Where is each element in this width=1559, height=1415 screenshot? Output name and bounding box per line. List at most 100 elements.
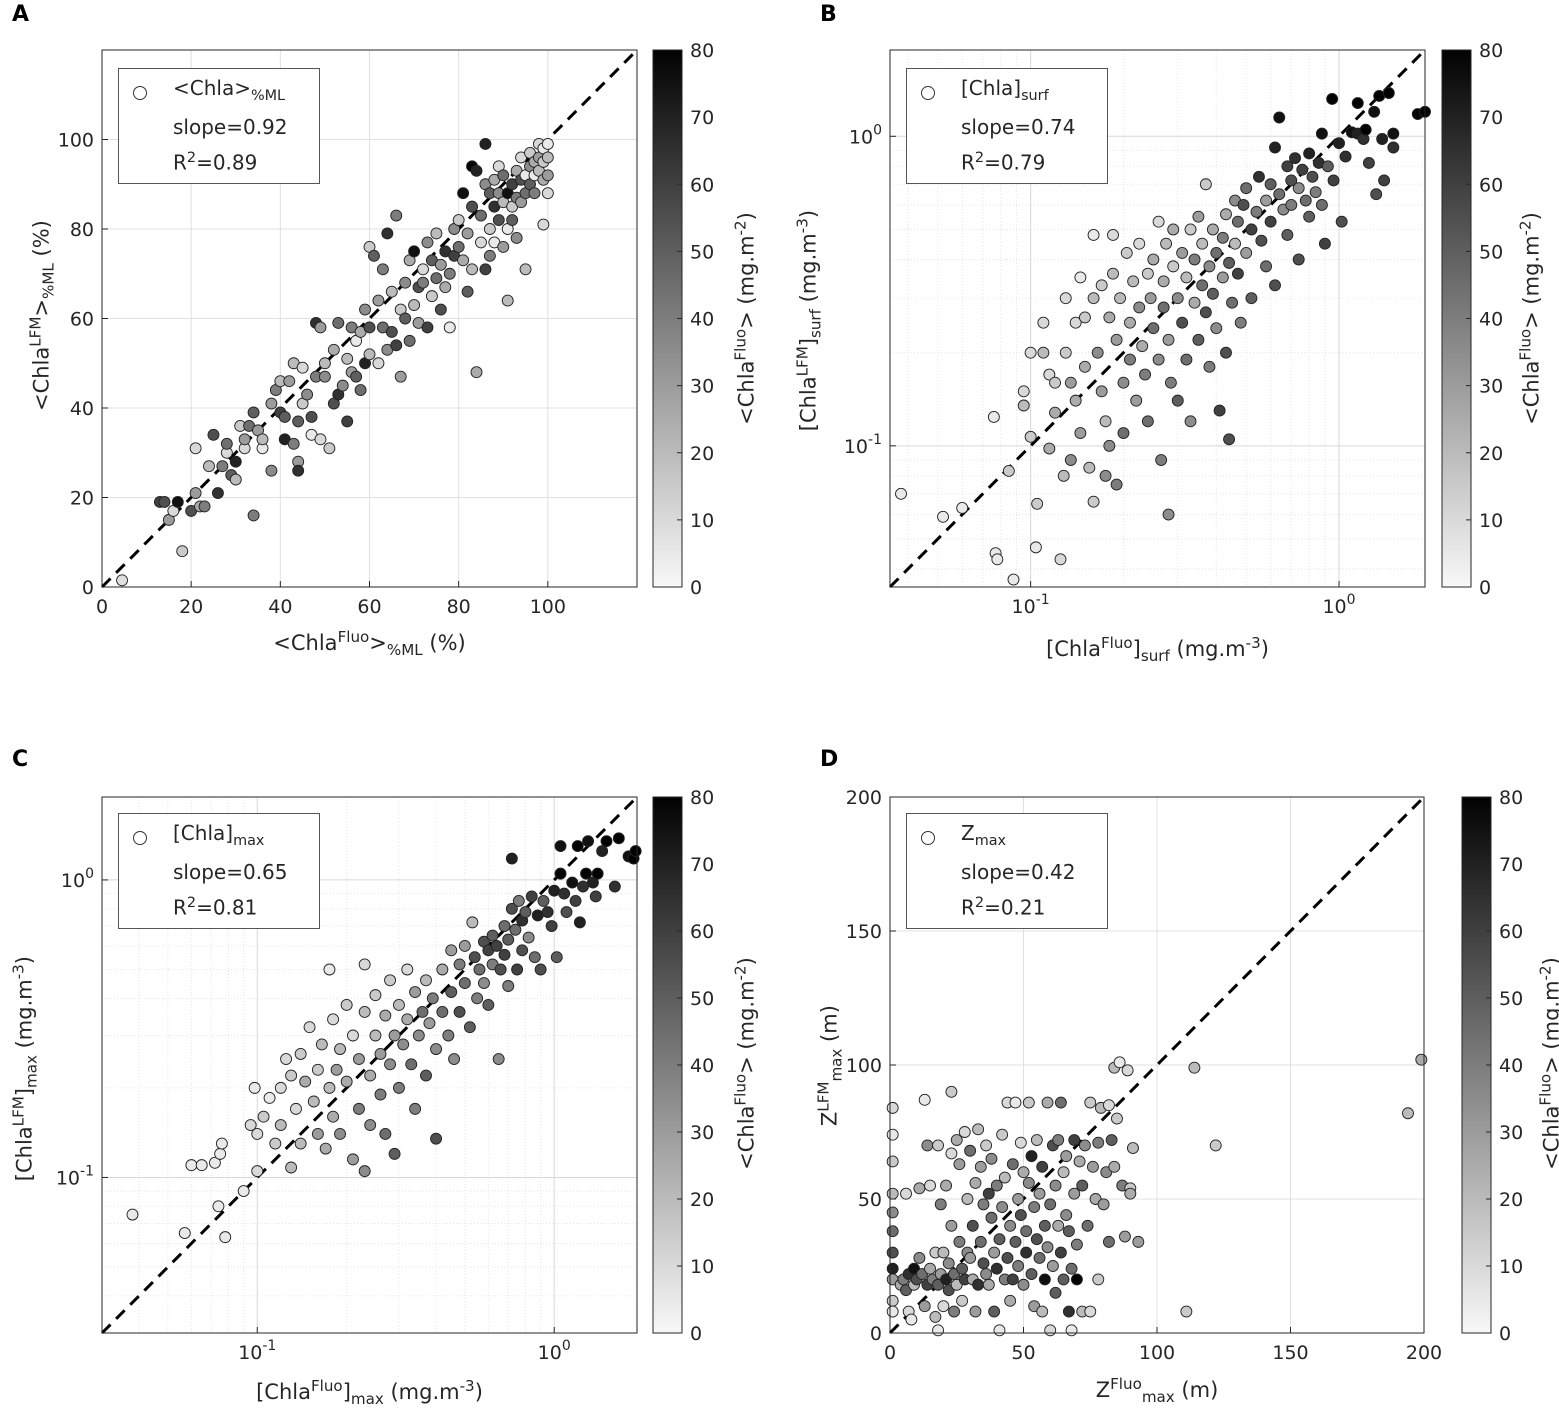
data-point [1086,1160,1099,1173]
data-point [323,442,336,455]
colorbar-tick-label: 70 [690,854,714,876]
colorbar-tick-label: 30 [1499,1122,1523,1144]
data-point [421,236,434,249]
data-point [336,379,349,392]
data-point [1025,1268,1038,1280]
data-point [1152,215,1165,228]
data-point [216,460,229,473]
legend-slope: slope=0.92 [173,115,288,139]
data-point [1054,553,1067,566]
data-point [479,138,492,150]
x-tick-label: 60 [357,596,381,618]
data-point [1229,237,1241,250]
legend-series-name: Zmax [961,821,1007,849]
data-point [534,963,547,976]
data-point [1087,495,1100,508]
scatter-chart-d: 0 50 100 150 200 0 50 100 150 200 0 10 20 30 40 50 60 70 8… [846,787,1523,1364]
data-point [445,986,458,998]
data-point [1127,275,1140,288]
data-point [1038,1219,1051,1232]
data-point [505,902,518,915]
data-point [1037,346,1050,359]
data-point [198,500,211,513]
data-point [956,502,969,514]
data-point [1171,292,1184,305]
data-point [589,890,602,903]
data-point [886,1155,899,1168]
data-point [945,1085,958,1098]
y-tick-label: 150 [846,921,882,943]
data-point [1152,353,1165,366]
data-point [285,1069,298,1082]
data-point [1024,430,1037,443]
data-point [1245,292,1258,305]
data-point [492,214,505,227]
data-point [468,951,481,964]
data-point [1213,404,1226,417]
data-point [283,375,296,388]
data-point [285,1161,298,1174]
data-point [1070,1273,1083,1286]
data-point [1121,1064,1134,1077]
data-point [1141,267,1154,280]
data-point [1073,1155,1086,1168]
data-point [573,916,586,929]
data-point [318,357,331,370]
data-point [334,1128,346,1140]
data-point [519,906,532,918]
data-point [969,1176,982,1189]
data-point [1113,1056,1126,1069]
colorbar-tick-label: 50 [1479,241,1503,263]
data-point [528,951,541,964]
data-point [399,312,412,325]
data-point [1133,301,1146,314]
data-point [1014,1209,1027,1222]
data-point [176,545,189,558]
data-point [1064,454,1077,466]
legend: [Chla]surf slope=0.74 R2=0.79 [906,68,1108,184]
data-point [388,1029,401,1042]
data-point [1264,215,1277,228]
data-point [1119,1230,1131,1243]
colorbar-tick-label: 60 [690,921,714,943]
data-point [443,321,456,334]
data-point [189,442,202,455]
data-point [537,894,550,907]
y-tick-label: 100 [58,130,94,152]
data-point [311,1128,324,1140]
data-point [1004,1219,1017,1232]
colorbar-label: <ChlaFluo> (mg.m-2) [731,212,759,425]
data-point [1110,333,1123,346]
data-point [1107,229,1119,241]
data-point [341,415,354,428]
data-point [1069,394,1082,407]
data-point [403,334,416,347]
data-point [1147,253,1160,266]
data-point [998,1171,1011,1184]
legend-series-name: [Chla]surf [961,76,1049,104]
data-point [1315,199,1328,211]
data-point [430,272,443,285]
data-point [985,1211,998,1224]
data-point [1036,1305,1049,1318]
panel-d: D 0 50 100 150 200 0 50 100 150 200 0 10 20 30 40 50 60 7… [780,745,1559,1415]
colorbar-label: <ChlaFluo> (mg.m-2) [1516,212,1544,425]
data-point [384,974,397,987]
data-point [541,169,554,182]
data-point [1004,1294,1017,1307]
data-point [315,1038,328,1051]
data-point [311,1063,324,1076]
x-tick-label: 0 [884,1342,896,1364]
data-point [1038,1273,1051,1286]
colorbar-label: <ChlaFluo> (mg.m-2) [731,957,759,1170]
data-point [1076,1179,1089,1192]
data-point [980,1268,993,1280]
data-point [932,1139,945,1152]
data-point [490,939,503,952]
data-point [401,963,414,976]
data-point [1017,399,1030,412]
data-point [1192,210,1205,223]
colorbar-tick-label: 20 [1479,443,1503,465]
data-point [1234,316,1247,329]
data-point [229,473,242,486]
